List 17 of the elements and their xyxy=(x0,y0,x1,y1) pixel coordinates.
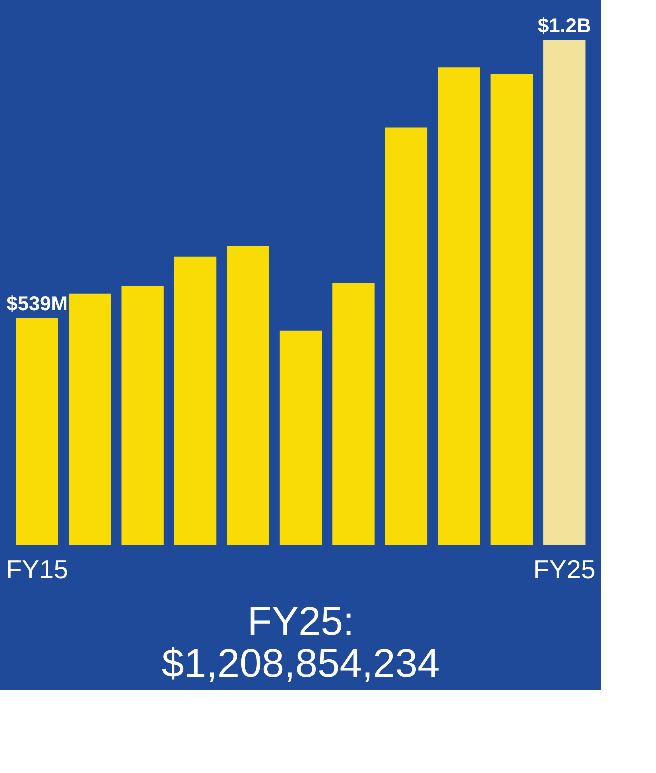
x-tick-label: FY25 xyxy=(534,554,596,584)
bar xyxy=(280,330,322,545)
bar xyxy=(385,128,428,545)
data-label: $539M xyxy=(6,293,68,316)
text: FY25: xyxy=(248,600,354,644)
x-tick-label: FY15 xyxy=(6,554,68,584)
bar xyxy=(544,40,586,545)
bar xyxy=(332,283,375,545)
bar xyxy=(16,318,58,545)
data-label: $1.2B xyxy=(538,15,592,38)
bar xyxy=(69,294,112,545)
bar xyxy=(122,286,164,545)
bar xyxy=(490,74,533,545)
text: $1,208,854,234 xyxy=(162,642,440,686)
bar xyxy=(438,68,480,545)
bar xyxy=(227,246,270,545)
bar xyxy=(174,256,217,545)
